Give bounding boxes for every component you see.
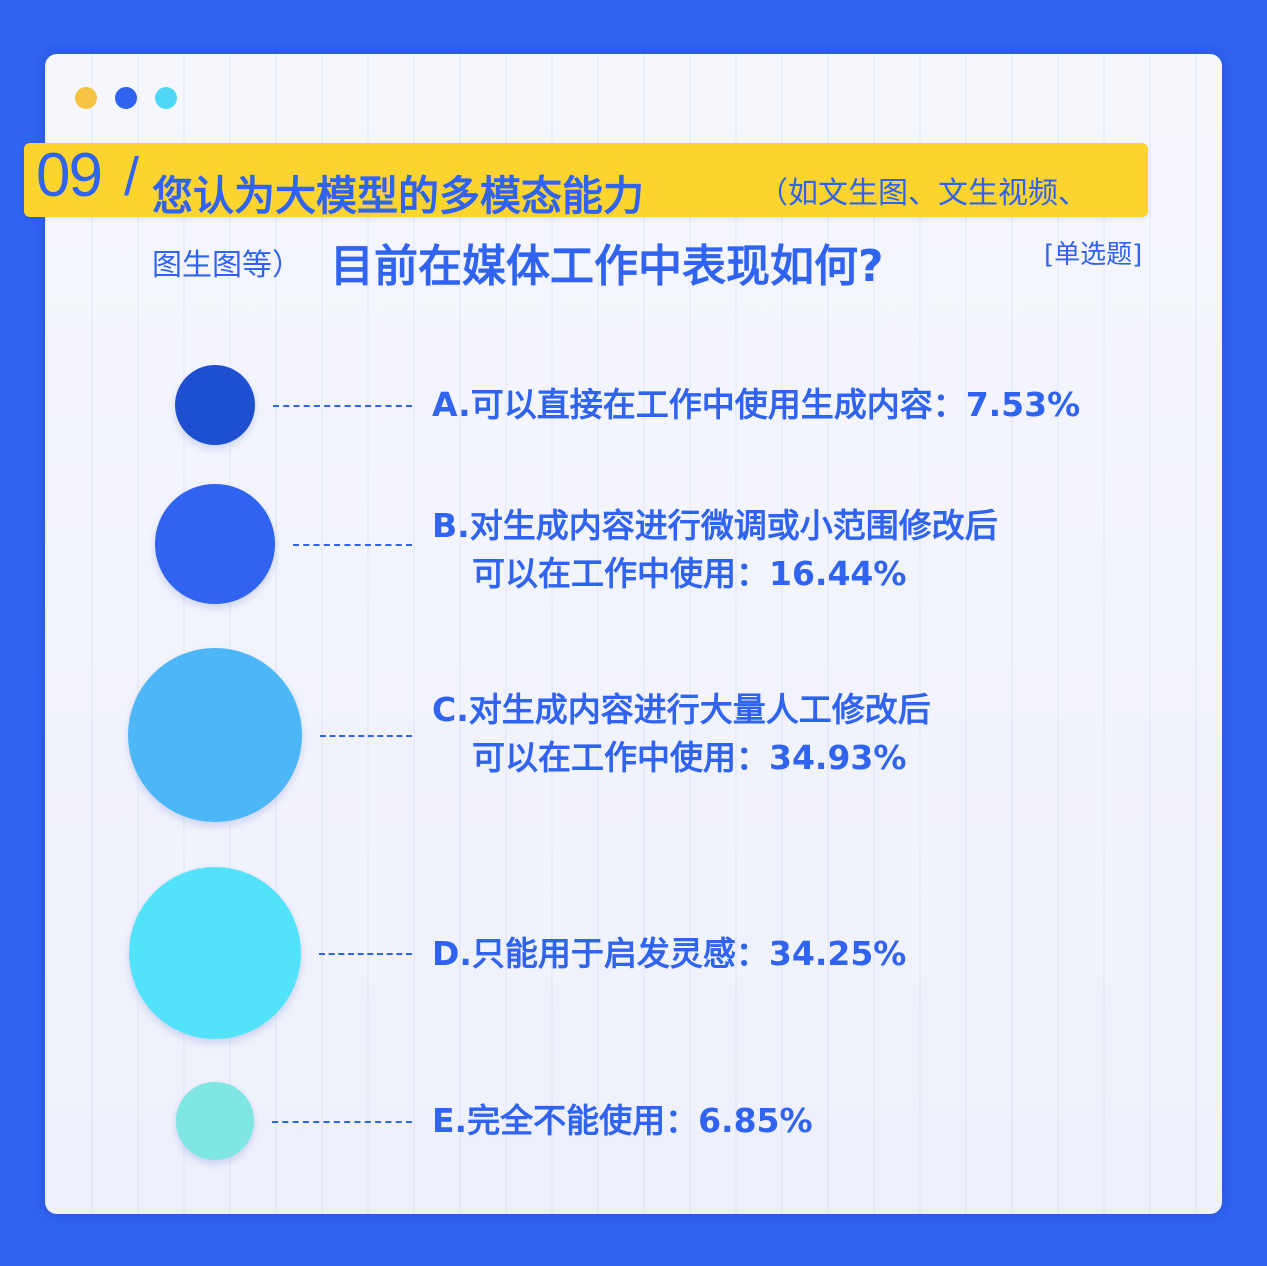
option-label-d: D.只能用于启发灵感：34.25% [432,930,906,978]
question-title-paren-1: （如文生图、文生视频、 [758,176,1088,211]
bubble-a [174,364,256,446]
option-label-line1: E.完全不能使用：6.85% [432,1101,813,1140]
option-label-line2: 可以在工作中使用：16.44% [472,554,907,593]
bubble-d [128,866,302,1040]
question-number: 09 [36,141,103,210]
question-slash: / [124,147,140,207]
bubble-c [128,648,302,822]
option-label-c: C.对生成内容进行大量人工修改后可以在工作中使用：34.93% [432,686,931,782]
leader-line-a [273,405,412,407]
window-dot-yellow [75,87,97,109]
leader-line-b [292,544,412,546]
background-stripes [45,54,1222,1214]
window-dot-blue [115,87,137,109]
question-title-paren-2: 图生图等） [152,248,302,283]
leader-line-d [319,953,412,955]
option-label-line1: C.对生成内容进行大量人工修改后 [432,690,931,729]
title-highlight-band [24,143,1148,217]
question-type-badge: [单选题] [1044,240,1143,270]
question-title-line1: 您认为大模型的多模态能力 [152,172,644,220]
bubble-b [155,484,275,604]
option-label-b: B.对生成内容进行微调或小范围修改后可以在工作中使用：16.44% [432,502,998,598]
question-title-line2: 目前在媒体工作中表现如何? [330,241,884,292]
leader-line-e [271,1121,412,1123]
leader-line-c [320,735,412,737]
option-label-a: A.可以直接在工作中使用生成内容：7.53% [432,381,1080,429]
option-label-e: E.完全不能使用：6.85% [432,1097,813,1145]
survey-card [45,54,1222,1214]
option-label-line1: D.只能用于启发灵感：34.25% [432,934,907,973]
option-label-line1: A.可以直接在工作中使用生成内容：7.53% [432,385,1081,424]
bubble-e [176,1082,254,1160]
option-label-line1: B.对生成内容进行微调或小范围修改后 [432,506,998,545]
option-label-line2: 可以在工作中使用：34.93% [472,738,907,777]
window-dot-cyan [155,87,177,109]
